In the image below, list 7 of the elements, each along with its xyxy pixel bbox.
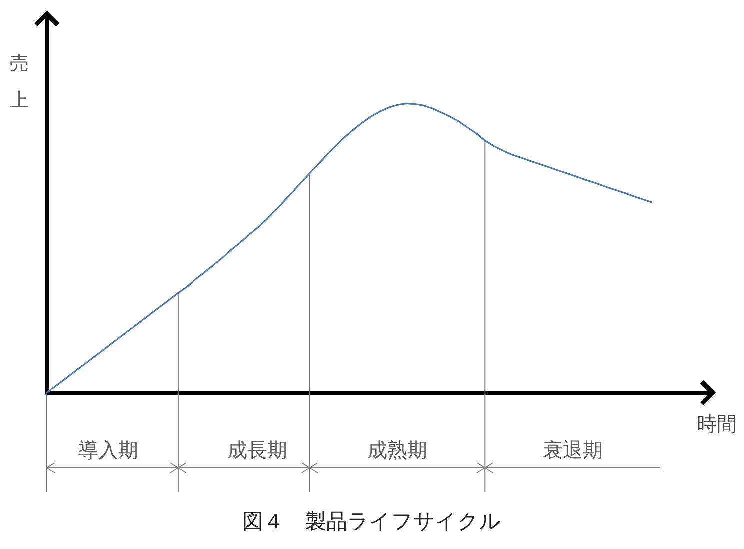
x-tick-label: 導入期 xyxy=(78,438,138,462)
y-axis-title: 売上 xyxy=(10,52,29,112)
x-axis-title: 時間 xyxy=(697,412,737,436)
x-tick-label: 衰退期 xyxy=(542,438,603,462)
x-tick-label: 成熟期 xyxy=(368,438,428,462)
x-tick-label: 成長期 xyxy=(227,438,288,462)
text: 図４ 製品ライフサイクル xyxy=(242,510,502,534)
